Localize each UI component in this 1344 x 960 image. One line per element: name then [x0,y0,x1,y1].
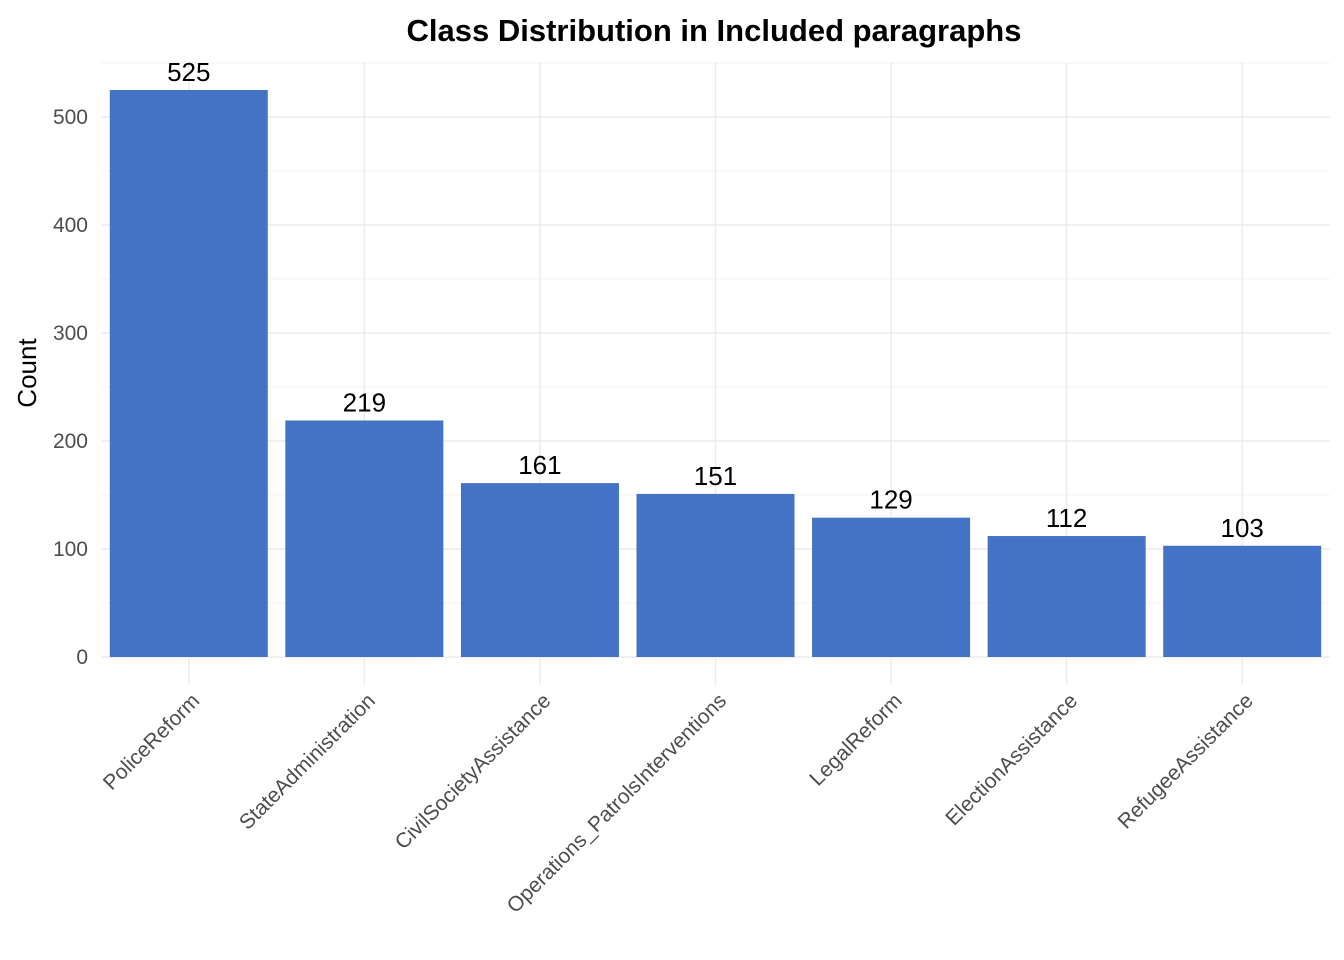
data-labels: 525 219 161 151 129 112 103 [167,57,1264,543]
data-label: 161 [518,450,561,480]
y-tick-label: 200 [53,430,88,453]
bars [109,90,1322,657]
y-tick-label: 0 [76,646,88,669]
bar [285,420,444,657]
y-tick-label: 100 [53,538,88,561]
bar [460,483,619,657]
x-tick-label: CivilSocietyAssistance [391,689,556,854]
data-label: 112 [1046,503,1087,533]
y-tick-label: 300 [53,322,88,345]
bar [636,493,795,657]
y-axis-label: Count [12,338,42,408]
data-label: 151 [694,461,737,491]
x-tick-label: PoliceReform [99,689,204,794]
bar [1163,545,1322,657]
y-axis-ticks: 0 100 200 300 400 500 [53,106,88,669]
x-tick-label: ElectionAssistance [941,689,1082,830]
chart-title: Class Distribution in Included paragraph… [407,13,1022,48]
x-tick-label: StateAdministration [235,689,380,834]
bar [812,517,971,657]
bar [987,536,1146,657]
y-tick-label: 400 [53,214,88,237]
data-label: 129 [869,485,912,515]
x-tick-label: RefugeeAssistance [1114,689,1258,833]
y-tick-label: 500 [53,106,88,129]
data-label: 219 [343,387,386,417]
bar [109,90,268,657]
x-tick-label: LegalReform [805,689,906,790]
data-label: 525 [167,57,210,87]
data-label: 103 [1221,513,1264,543]
x-axis-ticks: PoliceReform StateAdministration CivilSoci… [99,657,1258,918]
